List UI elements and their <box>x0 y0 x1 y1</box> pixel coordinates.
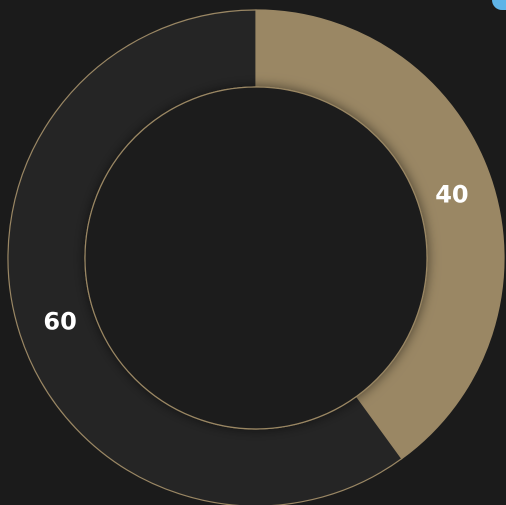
slice-label-40: 40 <box>435 180 468 208</box>
donut-hole <box>85 87 427 429</box>
slice-label-60: 60 <box>43 308 76 336</box>
